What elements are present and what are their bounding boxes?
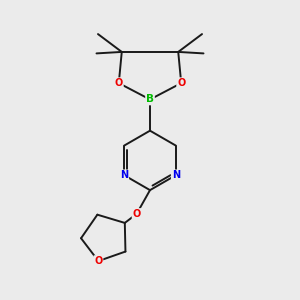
Text: N: N (120, 170, 128, 180)
Text: O: O (133, 209, 141, 219)
Text: N: N (172, 170, 180, 180)
Text: O: O (115, 78, 123, 88)
Text: O: O (177, 78, 185, 88)
Text: B: B (146, 94, 154, 104)
Text: O: O (94, 256, 103, 266)
